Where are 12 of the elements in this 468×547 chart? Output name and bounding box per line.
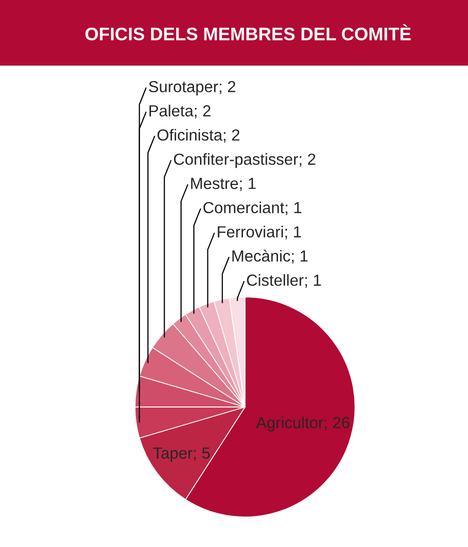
slice-label: Taper; 5 [153,448,210,462]
slice-label: Mestre; 1 [191,178,256,191]
slice-label: Ferroviari; 1 [218,226,301,240]
slice-label: Agricultor; 26 [256,416,350,432]
slice-label: Surotaper; 2 [148,80,236,96]
slice-label: Comerciant; 1 [203,202,302,216]
slice-label: Oficinista; 2 [158,128,240,143]
slice-label: Cisteller; 1 [247,274,321,288]
chart-title: OFICIS DELS MEMBRES DEL COMITÈ [85,24,411,40]
slice-label: Mecànic; 1 [232,250,308,264]
slice-label: Paleta; 2 [150,104,210,118]
slice-label: Confiter-pastisser; 2 [174,153,316,168]
